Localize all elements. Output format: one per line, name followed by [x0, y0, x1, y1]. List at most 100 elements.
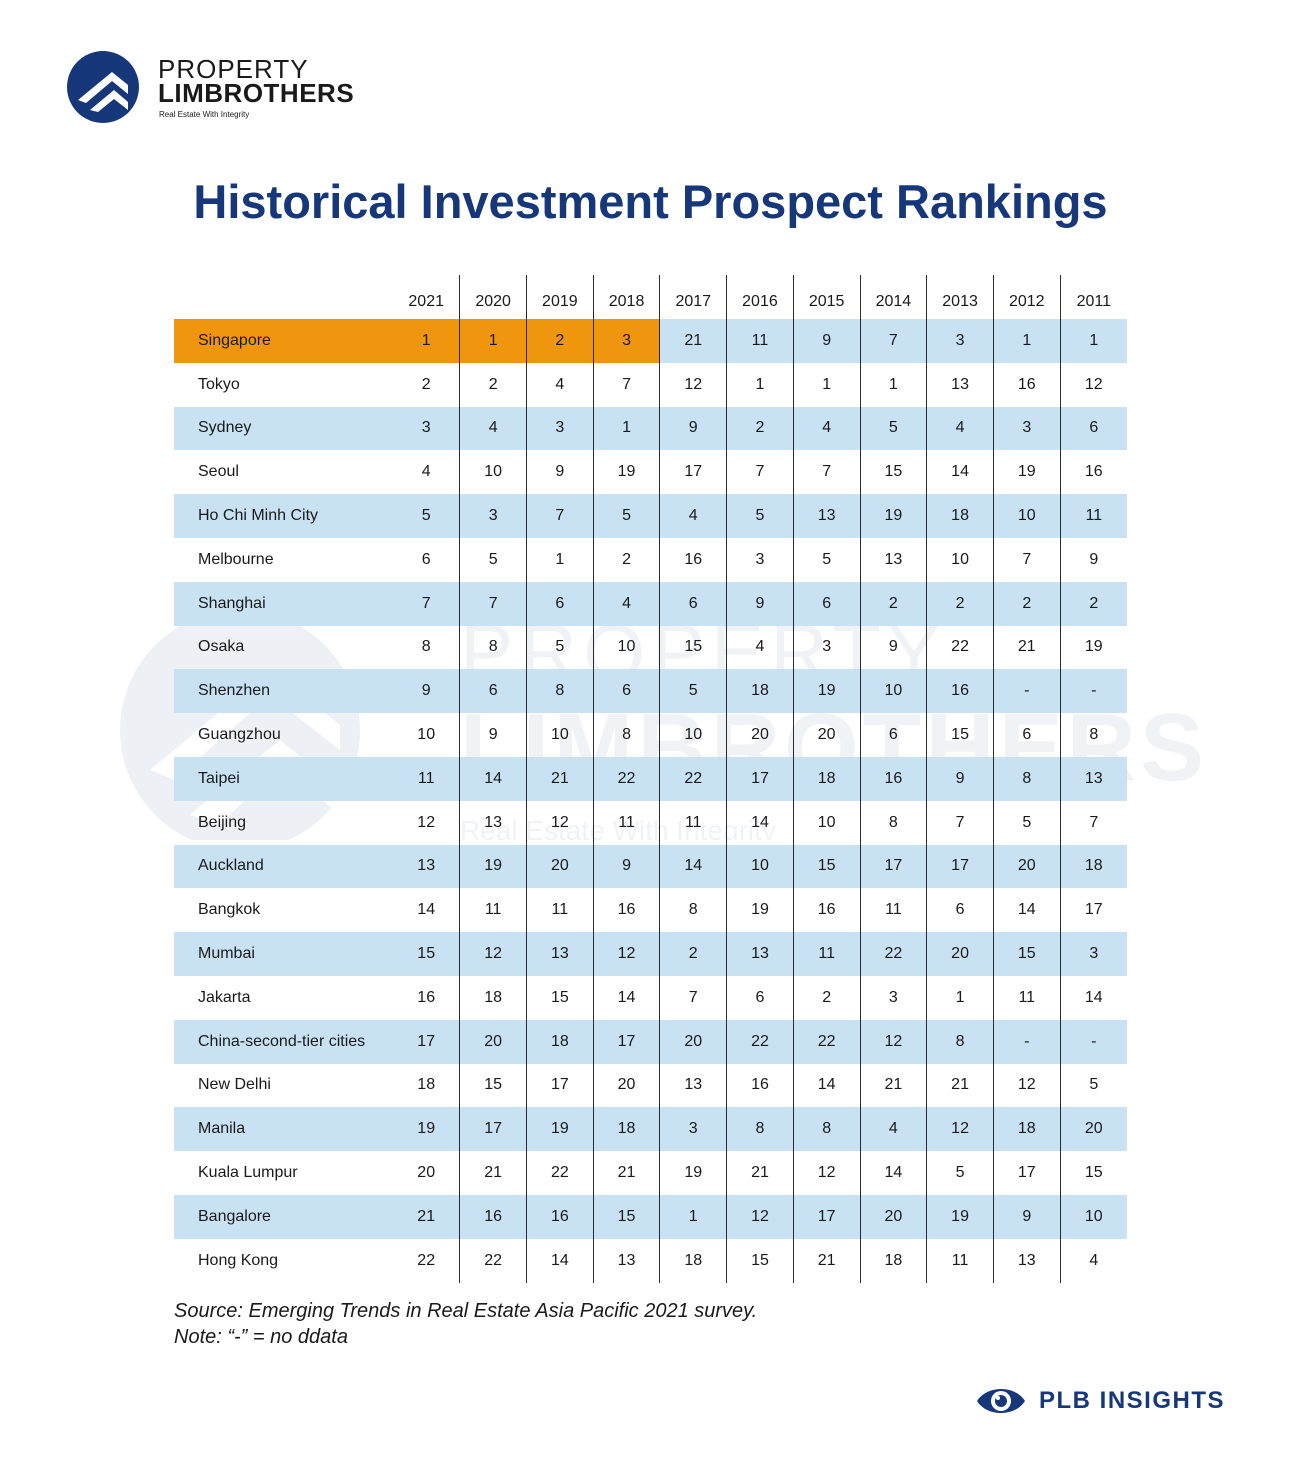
rank-cell: 4	[726, 625, 794, 670]
rank-cell: 14	[859, 1151, 927, 1195]
rank-cell: 19	[726, 888, 794, 933]
rank-cell: 8	[459, 625, 527, 670]
rank-cell: 22	[592, 756, 660, 801]
rank-cell: 21	[926, 1063, 994, 1108]
rank-cell: 8	[726, 1107, 794, 1152]
rank-cell: 14	[926, 450, 994, 495]
header-year: 2017	[659, 275, 727, 319]
city-cell: Tokyo	[198, 375, 240, 393]
rank-cell: 11	[526, 888, 594, 933]
rank-cell: 12	[526, 800, 594, 845]
rank-cell: 12	[459, 932, 527, 976]
rank-cell: 4	[792, 406, 861, 451]
note-line: Note: “-” = no ddata	[174, 1326, 348, 1348]
rank-cell: 2	[659, 932, 727, 976]
table-row: Auckland 13 19 20 9 14 10 15 17 17 20 18	[174, 844, 1127, 889]
rank-cell: 3	[726, 537, 794, 582]
rank-cell: 16	[926, 669, 994, 714]
rank-cell: 9	[726, 581, 794, 626]
rank-cell: 14	[659, 844, 727, 889]
rank-cell: 17	[1059, 888, 1127, 933]
rank-cell: 18	[726, 669, 794, 714]
city-cell: Shenzhen	[174, 669, 394, 714]
header-year: 2020	[459, 275, 527, 319]
rank-cell: 9	[926, 756, 994, 801]
rank-cell: 13	[992, 1238, 1061, 1283]
rank-cell: 18	[417, 1076, 436, 1094]
rank-cell: 9	[592, 844, 660, 889]
rank-cell: 14	[526, 1238, 594, 1283]
rank-cell: 15	[992, 932, 1061, 976]
rank-cell: 9	[859, 625, 927, 670]
header-city	[174, 275, 393, 319]
rank-cell: 19	[926, 1194, 994, 1239]
rank-cell: 13	[1059, 756, 1127, 801]
rank-cell: 7	[859, 319, 927, 363]
rank-cell: 18	[526, 1019, 594, 1064]
rank-cell: 20	[1059, 1107, 1127, 1152]
rank-cell: 16	[726, 1063, 794, 1108]
rank-cell: 13	[459, 800, 527, 845]
rank-cell: 5	[926, 1151, 994, 1195]
rank-cell: 22	[926, 625, 994, 670]
rank-cell: 7	[592, 362, 660, 407]
rank-cell: 3	[859, 975, 927, 1020]
rank-cell: 15	[726, 1238, 794, 1283]
rank-cell: 17	[926, 844, 994, 889]
rank-cell: 17	[859, 844, 927, 889]
footer-brand-text: PLB INSIGHTS	[1039, 1387, 1226, 1414]
rank-cell: 1	[926, 975, 994, 1020]
rank-cell: 16	[592, 888, 660, 933]
rank-cell: 1	[1059, 319, 1127, 363]
rank-cell: 8	[859, 800, 927, 845]
rank-cell: 11	[859, 888, 927, 933]
rank-cell: 16	[459, 1194, 527, 1239]
rank-cell: 10	[992, 494, 1061, 538]
rank-cell: 6	[992, 713, 1061, 757]
rank-cell: 12	[1059, 362, 1127, 407]
rank-cell: 3	[459, 494, 527, 538]
city-cell: Manila	[174, 1107, 394, 1152]
footer-brand: PLB INSIGHTS	[975, 1383, 1245, 1419]
header-year: 2021	[408, 293, 444, 310]
city-cell: Bangkok	[198, 901, 261, 919]
rank-cell: 7	[459, 581, 527, 626]
city-cell: Hong Kong	[198, 1251, 279, 1269]
city-cell: Kuala Lumpur	[198, 1164, 298, 1182]
rank-cell: 9	[792, 319, 861, 363]
rank-cell: 12	[726, 1194, 794, 1239]
rank-cell: 1	[859, 362, 927, 407]
rank-cell: 13	[792, 494, 861, 538]
table-row: Beijing 12 13 12 11 11 14 10 8 7 5 7	[174, 800, 1127, 845]
rank-cell: 20	[792, 713, 861, 757]
rank-cell: 17	[726, 756, 794, 801]
city-cell: New Delhi	[198, 1076, 271, 1094]
rank-cell: 3	[592, 319, 660, 363]
rank-cell: 13	[592, 1238, 660, 1283]
rank-cell: 19	[592, 450, 660, 495]
rank-cell: 16	[792, 888, 861, 933]
table-header-row: 2021 2020 2019 2018 2017 2016 2015 2014 2013 2012…	[174, 275, 1127, 319]
rank-cell: 19	[792, 669, 861, 714]
rank-cell: 8	[992, 756, 1061, 801]
city-cell: Jakarta	[198, 988, 251, 1006]
rank-cell: 5	[526, 625, 594, 670]
rank-cell: 22	[859, 932, 927, 976]
rank-cell: 18	[792, 756, 861, 801]
rank-cell: 15	[859, 450, 927, 495]
rank-cell: 6	[526, 581, 594, 626]
rank-cell: 21	[792, 1238, 861, 1283]
city-cell: Seoul	[198, 463, 239, 481]
rank-cell: 5	[859, 406, 927, 451]
city-cell: Ho Chi Minh City	[174, 494, 394, 538]
city-cell: Taipei	[174, 756, 394, 801]
table-row: Jakarta 16 18 15 14 7 6 2 3 1 11 14	[174, 975, 1127, 1020]
rank-cell: 10	[726, 844, 794, 889]
rank-cell: 4	[592, 581, 660, 626]
eye-icon	[977, 1389, 1025, 1413]
rank-cell: 8	[792, 1107, 861, 1152]
rank-cell: -	[1059, 669, 1127, 714]
rank-cell: 16	[1059, 450, 1127, 495]
rank-cell: 20	[459, 1019, 527, 1064]
rank-cell: -	[992, 1019, 1061, 1064]
